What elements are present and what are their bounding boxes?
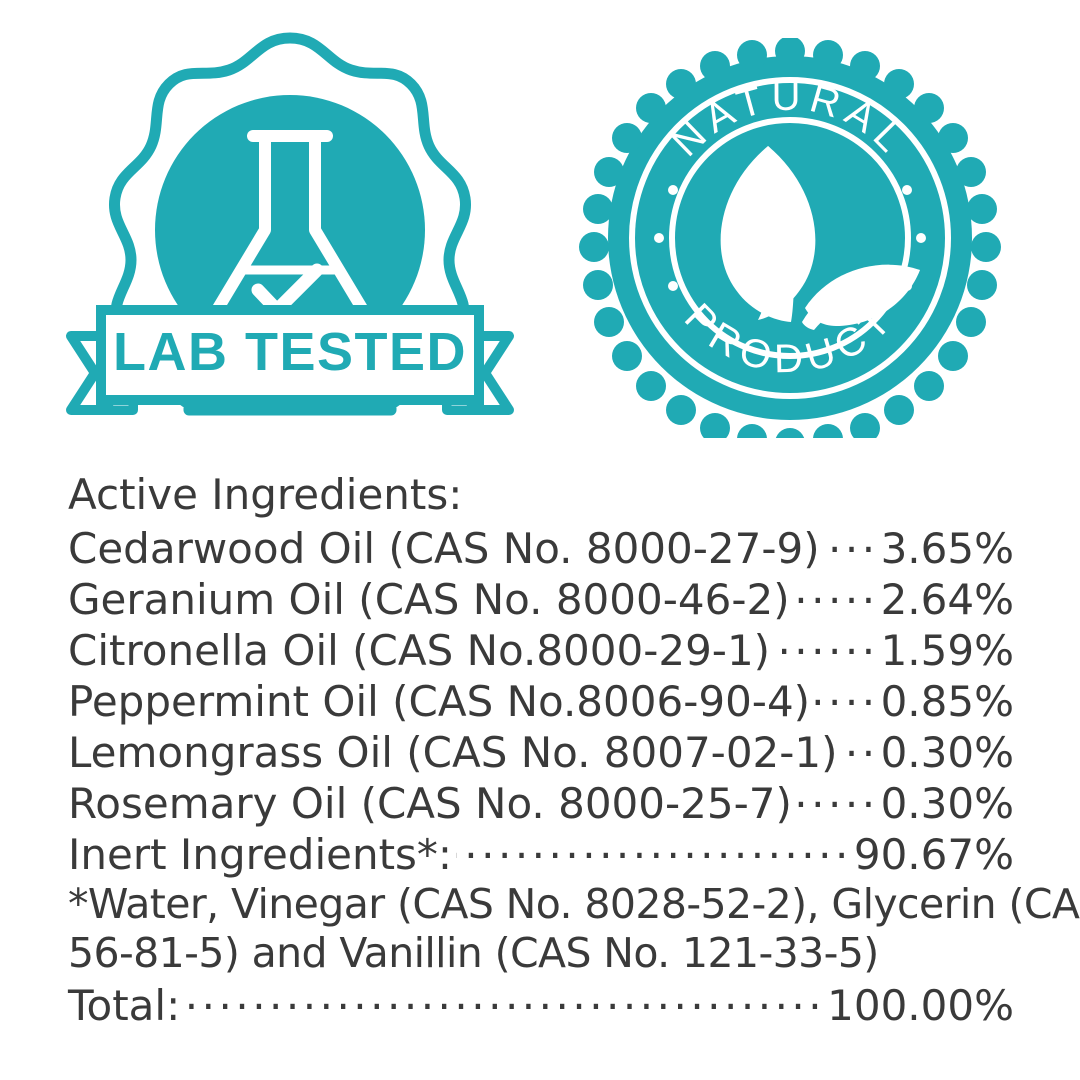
lab-tested-label: LAB TESTED <box>113 322 467 382</box>
ingredient-name: Cedarwood Oil (CAS No. 8000-27-9) <box>68 524 820 573</box>
ingredient-row: Lemongrass Oil (CAS No. 8007-02-1) 0.30% <box>68 725 1014 777</box>
ingredient-row: Peppermint Oil (CAS No.8006-90-4) 0.85% <box>68 674 1014 726</box>
leaf-icon <box>720 146 920 330</box>
ingredient-percent: 1.59% <box>880 626 1014 675</box>
dot-leader <box>794 572 879 614</box>
dot-leader <box>796 776 879 818</box>
lab-tested-badge: LAB TESTED <box>55 18 525 438</box>
ingredient-name: Rosemary Oil (CAS No. 8000-25-7) <box>68 779 792 828</box>
ingredient-percent: 2.64% <box>880 575 1014 624</box>
ingredient-name: Lemongrass Oil (CAS No. 8007-02-1) <box>68 728 838 777</box>
total-label: Total: <box>68 981 181 1030</box>
ingredient-percent: 0.30% <box>880 779 1014 828</box>
inert-ingredients-percent: 90.67% <box>853 830 1014 879</box>
ingredient-row: Rosemary Oil (CAS No. 8000-25-7) 0.30% <box>68 776 1014 828</box>
ingredient-row: Citronella Oil (CAS No.8000-29-1) 1.59% <box>68 623 1014 675</box>
inert-ingredients-row: Inert Ingredients*: 90.67% <box>68 827 1014 879</box>
seal-outer-ring <box>629 77 951 399</box>
total-row: Total: 100.00% <box>68 978 1014 1030</box>
natural-product-badge: NATURAL PRODUCT <box>575 38 1005 438</box>
dot-leader <box>842 725 879 767</box>
dot-leader <box>824 521 879 563</box>
dot-leader <box>774 623 878 665</box>
ingredient-name: Peppermint Oil (CAS No.8006-90-4) <box>68 677 811 726</box>
ingredient-row: Geranium Oil (CAS No. 8000-46-2) 2.64% <box>68 572 1014 624</box>
dot-leader <box>456 827 852 869</box>
wavy-outline-shape <box>109 32 471 416</box>
ingredient-percent: 0.85% <box>880 677 1014 726</box>
ingredient-name: Citronella Oil (CAS No.8000-29-1) <box>68 626 771 675</box>
ingredient-name: Geranium Oil (CAS No. 8000-46-2) <box>68 575 790 624</box>
dot-leader <box>184 978 825 1020</box>
ingredients-panel: Active Ingredients: Cedarwood Oil (CAS N… <box>0 470 1080 1080</box>
ribbon-center <box>96 305 484 405</box>
ingredient-percent: 3.65% <box>880 524 1014 573</box>
badge-row: LAB TESTED <box>0 0 1080 460</box>
total-percent: 100.00% <box>827 981 1014 1030</box>
inert-ingredients-label: Inert Ingredients*: <box>68 830 453 879</box>
ingredient-percent: 0.30% <box>880 728 1014 777</box>
ingredient-row: Cedarwood Oil (CAS No. 8000-27-9) 3.65% <box>68 521 1014 573</box>
footnote-line-1: *Water, Vinegar (CAS No. 8028-52-2), Gly… <box>68 880 1080 928</box>
footnote-line-2: 56-81-5) and Vanillin (CAS No. 121-33-5) <box>68 929 879 977</box>
ribbon-banner: LAB TESTED <box>66 305 514 415</box>
seal-inner-ring <box>669 117 911 359</box>
dot-leader <box>814 674 879 716</box>
active-ingredients-heading: Active Ingredients: <box>68 470 463 519</box>
